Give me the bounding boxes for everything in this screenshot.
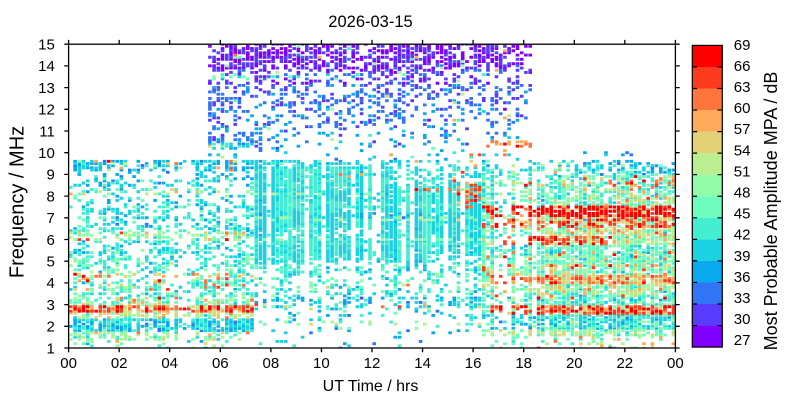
svg-text:39: 39 [734,248,751,265]
svg-text:12: 12 [38,102,55,119]
svg-text:10: 10 [313,355,330,372]
svg-text:15: 15 [38,37,55,54]
svg-text:1: 1 [46,340,54,357]
svg-text:57: 57 [734,121,751,138]
svg-text:20: 20 [566,355,583,372]
svg-text:18: 18 [515,355,532,372]
svg-text:51: 51 [734,163,751,180]
svg-text:36: 36 [734,269,751,286]
svg-text:02: 02 [111,355,128,372]
svg-text:11: 11 [39,123,55,140]
svg-text:16: 16 [465,355,482,372]
svg-text:27: 27 [734,332,751,349]
svg-text:00: 00 [60,355,77,372]
svg-text:UT Time / hrs: UT Time / hrs [323,378,419,395]
svg-text:22: 22 [616,355,633,372]
svg-text:Most Probable Amplitude MPA /: Most Probable Amplitude MPA / dB [761,72,781,351]
svg-text:12: 12 [364,355,381,372]
svg-text:33: 33 [734,290,751,307]
svg-text:13: 13 [38,80,55,97]
svg-text:00: 00 [667,355,684,372]
svg-text:6: 6 [46,232,54,249]
svg-text:42: 42 [734,227,751,244]
svg-text:08: 08 [263,355,280,372]
svg-text:14: 14 [414,355,431,372]
svg-text:63: 63 [734,79,751,96]
svg-text:8: 8 [46,188,54,205]
svg-text:04: 04 [161,355,178,372]
svg-text:66: 66 [734,58,751,75]
svg-text:2: 2 [46,319,54,336]
svg-text:06: 06 [212,355,229,372]
svg-text:2026-03-15: 2026-03-15 [328,13,412,31]
svg-text:30: 30 [734,311,751,328]
svg-text:45: 45 [734,206,751,223]
svg-text:10: 10 [38,145,55,162]
svg-text:4: 4 [46,275,54,292]
svg-text:9: 9 [46,167,54,184]
svg-text:60: 60 [734,100,751,117]
svg-text:14: 14 [38,58,55,75]
svg-text:Frequency / MHz: Frequency / MHz [6,126,28,278]
svg-text:54: 54 [734,142,751,159]
svg-text:5: 5 [46,254,54,271]
svg-text:7: 7 [46,210,54,227]
svg-text:48: 48 [734,185,751,202]
svg-text:3: 3 [46,297,54,314]
svg-text:69: 69 [734,37,751,54]
